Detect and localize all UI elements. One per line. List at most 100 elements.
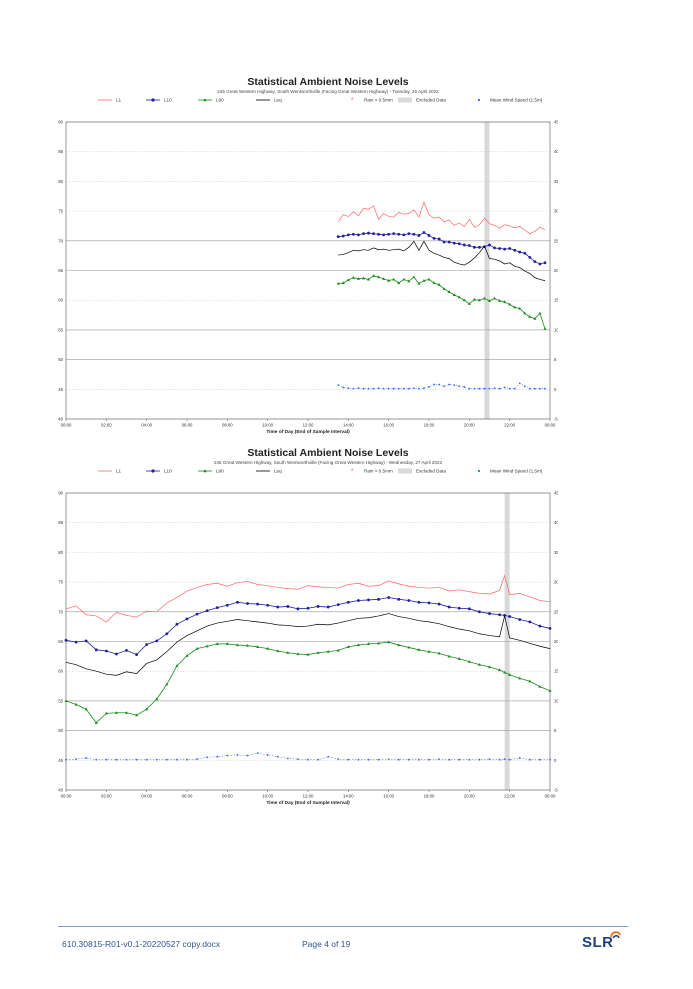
legend-label: Mean Wind Speed (1.5m) <box>490 98 543 103</box>
y2-tick-label: 5 <box>554 728 557 733</box>
y-tick-label: 85 <box>58 520 63 525</box>
data-point-mean-wind-speed-1-5m <box>418 758 420 761</box>
data-point-mean-wind-speed-1-5m <box>196 758 198 761</box>
data-point-l10 <box>503 613 507 617</box>
data-point-l10 <box>498 613 501 617</box>
legend-label: Rain > 0.5mm <box>364 98 393 103</box>
data-point-l10 <box>493 246 496 250</box>
x-tick-label: 20:00 <box>464 423 475 428</box>
data-point-l90 <box>336 281 340 285</box>
data-point-mean-wind-speed-1-5m <box>423 387 425 390</box>
y2-tick-label: 35 <box>554 179 558 184</box>
series-line-l90 <box>65 641 551 724</box>
x-tick-label: 02:00 <box>101 423 112 428</box>
y-tick-label: 90 <box>58 491 63 496</box>
chart-plot: L1 L10 L90 Leq * Rain > 0.5mm Excluded Data Mea… <box>58 468 558 806</box>
data-point-mean-wind-speed-1-5m <box>503 386 506 389</box>
y2-tick-label: 10 <box>554 327 558 332</box>
data-point-mean-wind-speed-1-5m <box>342 386 345 389</box>
data-point-l90 <box>518 676 522 680</box>
data-point-l10 <box>377 597 380 601</box>
y-tick-label: 45 <box>58 387 63 392</box>
y2-tick-label: 40 <box>554 520 558 525</box>
data-point-l90 <box>165 682 169 686</box>
x-tick-label: 12:00 <box>303 423 314 428</box>
legend-marker-wind <box>477 98 481 102</box>
data-point-mean-wind-speed-1-5m <box>468 758 471 761</box>
data-point-mean-wind-speed-1-5m <box>402 387 405 390</box>
data-point-mean-wind-speed-1-5m <box>377 387 380 390</box>
data-point-l10 <box>341 234 345 238</box>
data-point-mean-wind-speed-1-5m <box>528 387 531 390</box>
y-tick-label: 60 <box>58 669 63 674</box>
legend-label: Excluded Data <box>416 469 446 474</box>
data-point-mean-wind-speed-1-5m <box>236 754 239 756</box>
data-point-mean-wind-speed-1-5m <box>488 758 491 761</box>
data-point-l90 <box>477 662 481 666</box>
y-tick-label: 75 <box>58 209 63 214</box>
data-point-l10 <box>503 247 507 251</box>
data-point-l10 <box>346 233 350 237</box>
data-point-l10 <box>432 237 436 240</box>
data-point-mean-wind-speed-1-5m <box>297 758 299 761</box>
y-tick-label: 45 <box>58 758 63 763</box>
data-point-mean-wind-speed-1-5m <box>397 758 400 761</box>
data-point-l90 <box>316 651 320 654</box>
data-point-l90 <box>336 648 340 652</box>
x-tick-label: 18:00 <box>424 794 435 799</box>
data-point-mean-wind-speed-1-5m <box>433 383 435 386</box>
data-point-mean-wind-speed-1-5m <box>216 755 219 758</box>
data-point-l10 <box>417 600 421 604</box>
y2-tick-label: 0 <box>554 758 557 763</box>
data-point-l10 <box>472 245 476 249</box>
data-point-l90 <box>175 664 179 667</box>
data-point-l90 <box>467 302 471 305</box>
data-point-l10 <box>457 606 461 610</box>
data-point-l90 <box>457 295 461 299</box>
data-point-l90 <box>447 654 451 658</box>
y2-tick-label: 45 <box>554 120 558 125</box>
data-point-mean-wind-speed-1-5m <box>95 758 98 761</box>
data-point-l90 <box>543 327 547 330</box>
data-point-l10 <box>387 232 391 236</box>
data-point-mean-wind-speed-1-5m <box>337 384 340 387</box>
data-point-l90 <box>447 290 451 293</box>
data-point-l10 <box>276 605 280 609</box>
data-point-l90 <box>145 707 149 711</box>
data-point-l90 <box>482 296 486 300</box>
data-point-l90 <box>84 707 88 711</box>
data-point-l90 <box>417 281 421 285</box>
data-point-l90 <box>498 668 502 672</box>
data-point-mean-wind-speed-1-5m <box>75 758 77 761</box>
data-point-l10 <box>155 639 159 643</box>
data-point-l10 <box>478 245 481 249</box>
data-point-mean-wind-speed-1-5m <box>448 383 451 386</box>
legend-marker-wind <box>477 469 481 473</box>
data-point-l90 <box>412 275 416 279</box>
data-point-l10 <box>225 603 229 607</box>
y-tick-label: 40 <box>58 788 63 793</box>
data-point-mean-wind-speed-1-5m <box>407 758 410 761</box>
data-point-l10 <box>64 638 68 642</box>
data-point-mean-wind-speed-1-5m <box>347 758 350 761</box>
data-point-l90 <box>528 315 532 318</box>
series-line-mean-wind-speed-1-5m <box>65 752 550 760</box>
plot-frame <box>65 121 551 420</box>
y-tick-label: 90 <box>58 120 63 125</box>
data-point-l90 <box>477 298 481 302</box>
data-point-l10 <box>316 605 320 608</box>
data-point-mean-wind-speed-1-5m <box>412 387 415 390</box>
data-point-l10 <box>457 242 461 246</box>
slr-logo: SLR <box>582 929 622 951</box>
data-point-l90 <box>467 659 471 663</box>
data-point-l10 <box>306 606 310 610</box>
data-point-l90 <box>135 713 139 717</box>
data-point-l10 <box>367 231 370 235</box>
data-point-mean-wind-speed-1-5m <box>367 758 370 761</box>
x-tick-label: 04:00 <box>141 423 152 428</box>
data-point-l10 <box>377 232 380 236</box>
data-point-l10 <box>367 598 370 602</box>
data-point-mean-wind-speed-1-5m <box>367 387 370 390</box>
y2-tick-label: 15 <box>554 669 558 674</box>
data-point-l90 <box>422 278 426 282</box>
